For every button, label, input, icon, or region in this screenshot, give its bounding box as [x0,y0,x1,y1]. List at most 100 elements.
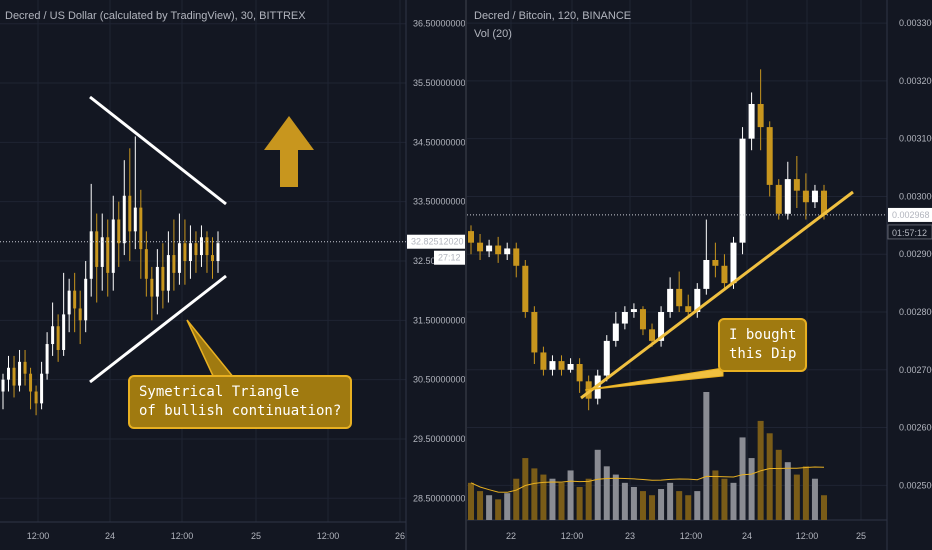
candle-body [793,179,800,191]
volume-bar [621,482,628,520]
candle-body [477,242,484,252]
candle-body [576,364,583,382]
candle-body [210,255,214,261]
x-tick-label: 12:00 [27,531,50,541]
last-price-tag [407,234,466,249]
candle-body [128,195,132,232]
candle-body [205,237,209,256]
volume-bar [504,493,511,520]
y-tick-label: 34.50000000 [413,137,466,147]
dip-annotation[interactable]: I bought this Dip [718,318,808,372]
volume-bar [594,449,601,520]
candle-body [739,138,746,243]
candle-body [612,323,619,341]
candle-body [685,306,692,312]
candle-body [100,237,104,267]
volume-bar [775,449,782,520]
candle-body [630,309,637,312]
candle-body [78,308,82,321]
left-chart-svg: 36.50000000 35.50000000 34.50000000 33.5000… [0,0,466,550]
volume-bar [712,470,719,520]
candle-body [150,278,154,297]
volume-bar [676,491,683,520]
volume-bar [567,470,574,520]
x-tick-label: 24 [742,531,752,541]
volume-bar [477,491,484,520]
candle-body [667,288,674,312]
candle-body [639,309,646,330]
volume-bar [739,437,746,520]
candle-body [106,237,110,273]
candle-body [712,260,719,266]
candle-body [34,391,38,404]
candle-body [567,364,574,370]
candle-body [23,361,27,374]
x-tick-label: 25 [856,531,866,541]
candle-body [730,242,737,284]
candle-body [821,190,827,215]
candle-body [703,260,710,289]
up-arrow-icon [264,116,314,187]
volume-bar [630,486,637,520]
candle-body [177,243,181,273]
candle-body [495,245,502,255]
last-price-value: 32.82512020 [411,237,464,247]
volume-bar [685,495,692,520]
candle-body [531,312,538,353]
volume-bar [694,491,701,520]
candle-body [513,248,520,266]
candle-body [621,312,628,324]
candle-body [161,266,165,291]
volume-bar [576,486,583,520]
x-tick-label: 23 [625,531,635,541]
candle-body [468,231,474,243]
candle-body [166,255,170,291]
volume-bar [522,458,529,520]
candle-body [766,127,773,185]
volume-bar [585,478,592,520]
volume-ma-line [470,466,825,493]
volume-bar [667,482,674,520]
volume-bar [766,433,773,520]
candle-body [811,190,818,203]
support-trendline[interactable] [580,190,854,400]
volume-bar [468,482,474,520]
left-chart-panel: 36.50000000 35.50000000 34.50000000 33.5000… [0,0,466,550]
y-tick-label: 0.002500 [899,480,932,490]
volume-bar [811,478,818,520]
triangle-lower-line[interactable] [89,274,227,384]
triangle-upper-line[interactable] [89,95,227,206]
candle-body [29,373,33,392]
volume-bar [639,491,646,520]
candle-body [56,326,60,350]
volume-bar [658,489,665,520]
candle-body [122,195,126,244]
candle-body [802,190,809,203]
annotation-pointer [186,319,236,379]
triangle-annotation[interactable]: Symetrical Triangle of bullish continuat… [128,375,353,429]
right-chart-title: Decred / Bitcoin, 120, BINANCE [474,10,632,22]
volume-bar [730,482,737,520]
x-tick-label: 12:00 [171,531,194,541]
volume-bar [703,392,710,520]
candle-body [1,379,5,392]
candle-body [62,314,66,350]
candle-body [139,207,143,250]
y-tick-label: 35.50000000 [413,78,466,88]
candle-body [7,367,11,380]
volume-bar [649,495,656,520]
volume-bar [603,466,610,520]
volume-bar [784,462,791,520]
volume-bar [558,482,565,520]
volume-bar [821,495,827,520]
candle-body [504,248,511,255]
volume-indicator-label: Vol (20) [474,28,512,40]
candle-body [486,245,493,252]
